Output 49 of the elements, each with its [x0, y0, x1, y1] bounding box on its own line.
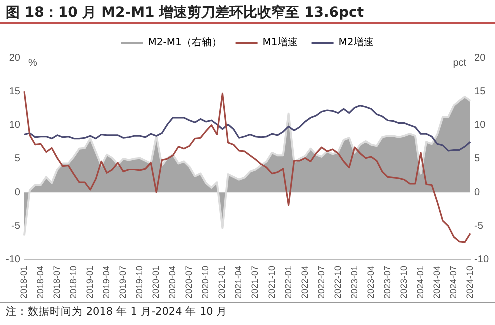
y2-tick-label: 10 [474, 120, 486, 132]
x-tick-label: 2022-07 [316, 266, 326, 299]
x-tick-label: 2018-07 [52, 266, 62, 299]
y-tick-label: -10 [6, 254, 21, 266]
x-tick-label: 2021-01 [217, 266, 228, 299]
y2-tick-label: 5 [474, 154, 481, 165]
x-tick-label: 2018-01 [18, 266, 29, 299]
x-tick-label: 2019-01 [85, 266, 96, 299]
y2-tick-label: 20 [474, 52, 486, 64]
x-tick-label: 2020-07 [184, 266, 194, 299]
y-tick-label: 15 [9, 86, 21, 98]
y-tick-label: 20 [9, 52, 21, 64]
x-tick-label: 2024-10 [465, 266, 476, 299]
chart-title: 图 18：10 月 M2-M1 增速剪刀差环比收窄至 13.6pct [0, 0, 495, 24]
y2-tick-label: 0 [474, 187, 481, 198]
y-tick-label: 10 [9, 120, 21, 132]
y2-tick-label: -10 [474, 254, 490, 266]
legend-label: M2增速 [338, 36, 374, 49]
legend-label: M2-M1（右轴） [148, 36, 222, 49]
x-tick-label: 2021-10 [266, 266, 277, 299]
x-tick-label: 2024-01 [415, 266, 426, 299]
x-tick-label: 2018-10 [68, 266, 79, 299]
x-tick-label: 2024-07 [448, 266, 459, 299]
x-tick-label: 2021-04 [234, 266, 244, 299]
y-tick-label: 5 [14, 154, 21, 165]
text: 注：数据时间为 2018 年 1 月-2024 年 10 月 [0, 302, 495, 321]
x-tick-label: 2022-01 [283, 266, 294, 299]
x-tick-label: 2020-01 [151, 266, 162, 299]
x-tick-label: 2024-04 [432, 266, 442, 299]
x-tick-label: 2023-07 [382, 266, 392, 299]
x-tick-label: 2022-04 [300, 266, 310, 299]
x-tick-label: 2020-10 [200, 266, 211, 299]
y2-axis-title: pct [453, 58, 467, 69]
x-tick-label: 2018-04 [35, 266, 46, 299]
x-tick-label: 2023-04 [366, 266, 376, 299]
x-tick-label: 2019-10 [134, 266, 145, 299]
legend-label: M1增速 [262, 36, 298, 49]
x-tick-label: 2021-07 [250, 266, 260, 299]
x-tick-label: 2023-10 [398, 266, 409, 299]
y-tick-label: -5 [12, 221, 21, 232]
y-tick-label: 0 [14, 187, 21, 198]
y2-tick-label: 15 [474, 86, 486, 98]
x-tick-label: 2020-04 [168, 266, 178, 299]
x-tick-label: 2019-07 [118, 266, 128, 299]
y-axis-title: % [28, 58, 38, 69]
x-tick-label: 2022-10 [332, 266, 343, 299]
x-tick-label: 2023-01 [349, 266, 360, 299]
x-tick-label: 2019-04 [102, 266, 112, 299]
y2-tick-label: -5 [474, 221, 484, 232]
